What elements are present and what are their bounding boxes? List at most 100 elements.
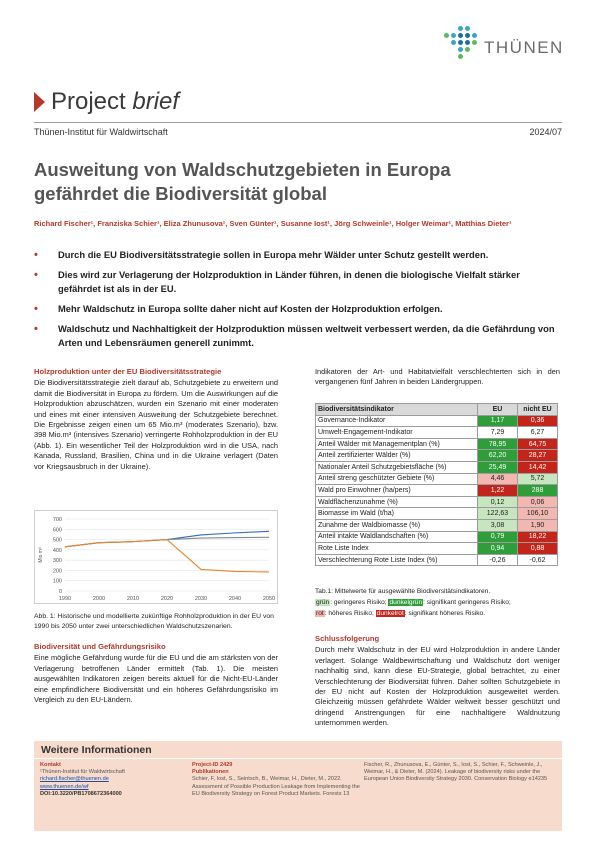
- legend-green: grün: [315, 599, 331, 606]
- non-eu-value: 0,88: [517, 542, 558, 555]
- column-header: Biodiversitätsindikator: [315, 403, 478, 416]
- column-header: nicht EU: [517, 403, 558, 416]
- table-row: Umwelt-Engagement-Indikator 7,29 6,27: [315, 426, 558, 439]
- eu-value: 4,46: [477, 472, 518, 486]
- x-tick-label: 2040: [229, 596, 241, 602]
- brief-label: brief: [132, 88, 180, 115]
- y-tick-label: 500: [53, 538, 62, 544]
- indicator-label: Wald pro Einwohner (ha/pers): [315, 484, 478, 497]
- non-eu-value: 6,27: [517, 426, 558, 439]
- publications-column-2: Fischer, R., Zhunusova, E., Günter, S., …: [364, 762, 548, 783]
- table-body: Governance-Indikator 1,17 0,36 Umwelt-Engag…: [315, 414, 558, 567]
- email-link[interactable]: richard.fischer@thuenen.de: [40, 776, 109, 783]
- indicator-label: Anteil intakte Waldlandschaften (%): [315, 530, 478, 544]
- eu-value: 78,95: [477, 437, 518, 451]
- y-axis-label: Mio m³: [38, 547, 44, 563]
- y-tick-label: 700: [53, 517, 62, 523]
- legend-dark-green: dunkelgrün: [388, 599, 424, 606]
- y-tick-label: 100: [53, 579, 62, 585]
- project-label: Project: [51, 88, 126, 115]
- authors: Richard Fischer¹, Franziska Schier¹, Eli…: [34, 219, 512, 228]
- table-row: Anteil streng geschützter Gebiete (%) 4,4…: [315, 472, 558, 486]
- table-row: Rote Liste Index 0,94 0,88: [315, 542, 558, 555]
- section-heading: Holzproduktion unter der EU Biodiversitä…: [34, 367, 222, 376]
- production-chart: 0 100 200 300 400 500 600 700 1990 2000 2010 2020 20…: [34, 510, 278, 604]
- indicator-label: Umwelt-Engagement-Indikator: [315, 426, 478, 439]
- indicator-label: Waldflächenzunahme (%): [315, 495, 478, 509]
- x-tick-label: 2030: [195, 596, 207, 602]
- x-tick-label: 2020: [161, 596, 173, 602]
- logo-dots-icon: [444, 26, 480, 62]
- section-heading: Schlussfolgerung: [315, 634, 380, 643]
- indicator-label: Nationaler Anteil Schutzgebietsfläche (%…: [315, 460, 478, 474]
- figure-caption: Abb. 1: Historische und modellierte zukü…: [34, 613, 274, 630]
- indicator-label: Rote Liste Index: [315, 542, 478, 555]
- eu-value: 25,49: [477, 460, 518, 474]
- x-tick-label: 2000: [93, 596, 105, 602]
- eu-value: 0,79: [477, 530, 518, 544]
- web-link[interactable]: www.thuenen.de/wf: [40, 783, 89, 790]
- section-heading: Biodiversität und Gefährdungsrisiko: [34, 642, 166, 651]
- eu-value: 1,22: [477, 484, 518, 497]
- column-header: EU: [477, 403, 518, 416]
- non-eu-value: 288: [517, 484, 558, 497]
- indicator-label: Anteil zertifizierter Wälder (%): [315, 449, 478, 462]
- series-line-1: [64, 536, 270, 548]
- section-holzproduktion: Holzproduktion unter der EU Biodiversitä…: [34, 367, 278, 472]
- y-tick-label: 300: [53, 558, 62, 564]
- table-header-row: Biodiversitätsindikator EU nicht EU: [315, 403, 558, 416]
- table-row: Zunahme der Waldbiomasse (%) 3,08 1,90: [315, 518, 558, 532]
- doi: DOI:10.3220/PB1708672364000: [40, 790, 122, 797]
- table-row: Governance-Indikator 1,17 0,36: [315, 414, 558, 428]
- indicator-label: Biomasse im Wald (t/ha): [315, 507, 478, 520]
- table-note: Tab.1: Mittelwerte für ausgewählte Biodi…: [315, 588, 511, 617]
- key-point: Dies wird zur Verlagerung der Holzproduk…: [34, 268, 564, 296]
- triangle-icon: [34, 92, 45, 112]
- non-eu-value: 0,06: [517, 495, 558, 509]
- non-eu-value: 1,90: [517, 518, 558, 532]
- non-eu-value: -0,62: [517, 553, 558, 567]
- info-heading: Weitere Informationen: [34, 741, 562, 759]
- table-row: Anteil Wälder mit Managementplan (%) 78,9…: [315, 437, 558, 451]
- eu-value: 62,20: [477, 449, 518, 462]
- page-title: Ausweitung von Waldschutzgebieten in Eur…: [34, 159, 451, 204]
- section-text: Durch mehr Waldschutz in der EU wird Hol…: [315, 645, 560, 728]
- x-tick-label: 2050: [263, 596, 275, 602]
- indicator-label: Governance-Indikator: [315, 414, 478, 428]
- section-gefaehrdung: Biodiversität und Gefährdungsrisiko Eine…: [34, 642, 278, 705]
- institute-name: Thünen-Institut für Waldwirtschaft: [34, 127, 168, 137]
- table-row: Biomasse im Wald (t/ha) 122,63 106,10: [315, 507, 558, 520]
- y-tick-label: 600: [53, 527, 62, 533]
- key-point: Waldschutz und Nachhaltigkeit der Holzpr…: [34, 322, 564, 350]
- eu-value: 3,08: [477, 518, 518, 532]
- table-row: Anteil intakte Waldlandschaften (%) 0,79 1…: [315, 530, 558, 544]
- indicator-label: Anteil Wälder mit Managementplan (%): [315, 437, 478, 451]
- section-text: Eine mögliche Gefährdung wurde für die E…: [34, 653, 278, 705]
- table-row: Wald pro Einwohner (ha/pers) 1,22 288: [315, 484, 558, 497]
- thuenen-logo: THÜNEN: [444, 26, 564, 66]
- non-eu-value: 18,22: [517, 530, 558, 544]
- key-point: Durch die EU Biodiversitätsstrategie sol…: [34, 248, 564, 262]
- contact-column: Kontakt ¹Thünen-Institut für Waldwirtsch…: [40, 762, 188, 798]
- chart-svg: 0 100 200 300 400 500 600 700 1990 2000 2010 2020 20…: [38, 517, 275, 602]
- key-point: Mehr Waldschutz in Europa sollte daher n…: [34, 302, 564, 316]
- eu-value: 0,94: [477, 542, 518, 555]
- institute-row: Thünen-Institut für Waldwirtschaft 2024/…: [34, 122, 562, 137]
- non-eu-value: 0,36: [517, 414, 558, 428]
- indicator-table: Biodiversitätsindikator EU nicht EU Gove…: [315, 403, 558, 567]
- x-tick-label: 2010: [127, 596, 139, 602]
- project-brief-heading: Project brief: [34, 88, 179, 116]
- legend-dark-red: dunkelrot: [375, 610, 405, 617]
- logo-text: THÜNEN: [484, 38, 564, 57]
- y-tick-label: 400: [53, 548, 62, 554]
- non-eu-value: 14,42: [517, 460, 558, 474]
- eu-value: 0,12: [477, 495, 518, 509]
- non-eu-value: 5,72: [517, 472, 558, 486]
- y-tick-label: 200: [53, 568, 62, 574]
- section-schlussfolgerung: Schlussfolgerung Durch mehr Waldschutz i…: [315, 634, 560, 729]
- y-tick-label: 0: [59, 589, 62, 595]
- table-row: Nationaler Anteil Schutzgebietsfläche (%…: [315, 460, 558, 474]
- x-tick-label: 1990: [59, 596, 71, 602]
- non-eu-value: 28,27: [517, 449, 558, 462]
- eu-value: 7,29: [477, 426, 518, 439]
